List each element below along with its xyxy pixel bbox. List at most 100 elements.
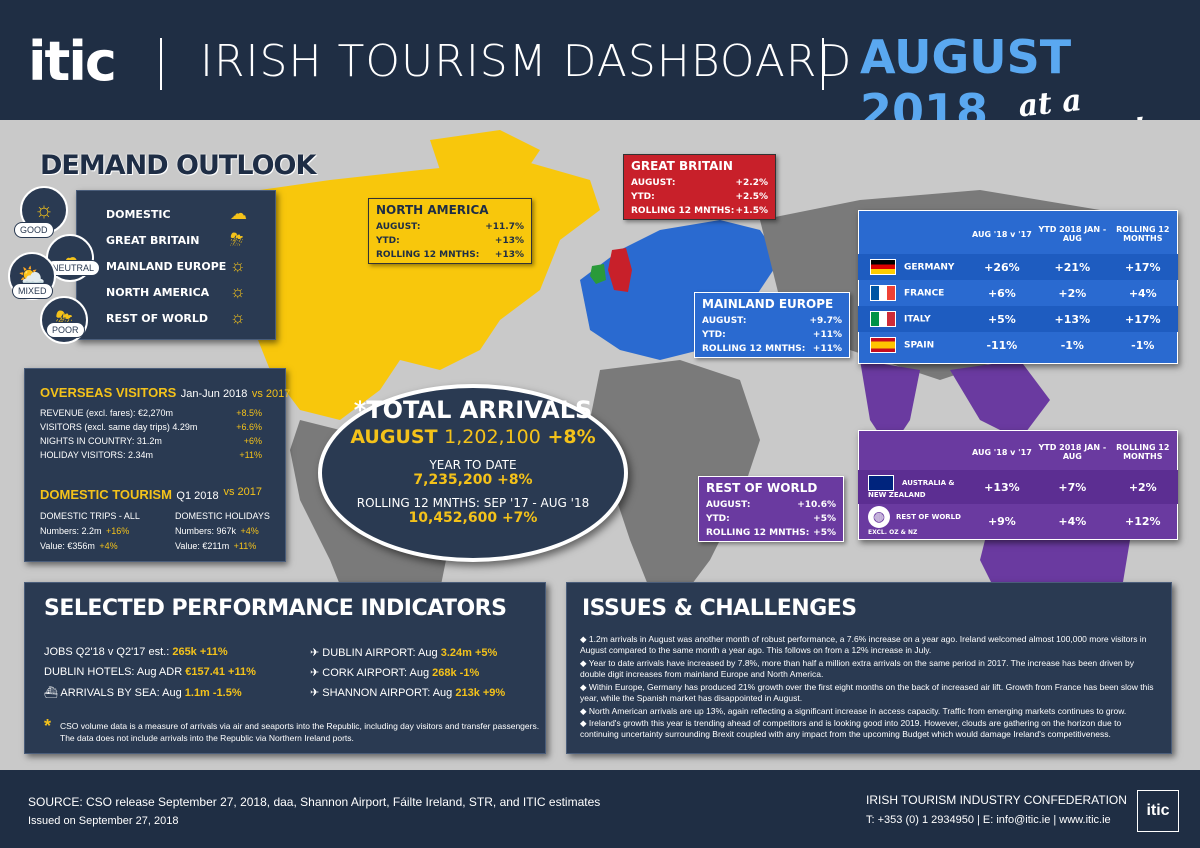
domestic-trips-value-pct: +4% (99, 541, 118, 551)
na-aug-value: +11.7% (485, 222, 524, 232)
overseas-row-value: +6.6% (236, 422, 262, 432)
total-roll-label: ROLLING 12 MNTHS: SEP '17 - AUG '18 (356, 496, 590, 510)
eu-cell: +4% (1128, 286, 1157, 300)
overseas-vs: vs 2017 (251, 388, 291, 400)
na-roll-label: ROLLING 12 MNTHS: (376, 250, 480, 260)
spi-panel (24, 582, 546, 754)
domestic-trips-numbers-value: +16% (105, 526, 130, 536)
overseas-domestic-panel (24, 368, 286, 562)
great-britain-shape (608, 248, 632, 292)
spi-sea-value: 1.1m -1.5% (184, 687, 242, 699)
legend-good: GOOD (14, 222, 54, 238)
spi-note: CSO volume data is a measure of arrivals… (60, 720, 540, 744)
gb-ytd-value: +2.5% (735, 192, 768, 202)
domestic-holidays: DOMESTIC HOLIDAYS Numbers: 967k +4% Valu… (175, 510, 275, 553)
demand-outlook-title: DEMAND OUTLOOK (40, 150, 316, 181)
rest-of-world-box: REST OF WORLD AUGUST: +10.6% YTD: +5% ROLL… (698, 476, 844, 542)
overseas-row: NIGHTS IN COUNTRY: 31.2m (40, 436, 162, 446)
north-america-title: NORTH AMERICA (376, 203, 489, 217)
spi-cork-label: CORK AIRPORT: Aug (322, 667, 430, 679)
gb-roll-value: +1.5% (735, 206, 768, 216)
total-arrivals-ellipse: *TOTAL ARRIVALS AUGUST 1,202,100 +8% YEA… (318, 384, 628, 562)
header-separator (822, 38, 824, 90)
spi-note-line1: CSO volume data is a measure of arrivals… (60, 721, 540, 731)
legend-poor: POOR (46, 322, 85, 338)
spi-cork: ✈ CORK AIRPORT: Aug 268k -1% (310, 666, 479, 679)
asterisk-icon: * (44, 716, 52, 736)
itic-logo: itic (28, 30, 117, 93)
row-table: AUG '18 v '17 YTD 2018 JAN - AUG ROLLING… (858, 434, 1178, 538)
issues-item: ◆ North American arrivals are up 13%, ag… (580, 706, 1127, 716)
issues-item: ◆ Within Europe, Germany has produced 21… (580, 682, 1154, 703)
domestic-holidays-numbers-value: +4% (240, 526, 259, 536)
row-cell: +13% (984, 480, 1020, 494)
sun-icon: ☼ (230, 282, 246, 301)
overseas-title: OVERSEAS VISITORS (40, 385, 177, 400)
east-asia-shape (950, 360, 1050, 440)
row-cell: +4% (1058, 514, 1087, 528)
great-britain-title: GREAT BRITAIN (631, 159, 733, 173)
header: itic IRISH TOURISM DASHBOARD AUGUST 2018… (0, 0, 1200, 159)
eu-ytd-value: +11% (812, 330, 842, 340)
issues-item: ◆ Ireland's growth this year is trending… (580, 718, 1122, 739)
na-aug-label: AUGUST: (376, 222, 421, 232)
row-cell: +12% (1125, 514, 1161, 528)
spi-dublin-label: DUBLIN AIRPORT: Aug (322, 647, 438, 659)
footer-source: SOURCE: CSO release September 27, 2018, … (28, 795, 601, 809)
eu-header-roll: ROLLING 12 MONTHS (1116, 225, 1170, 243)
eu-cell: -1% (1131, 338, 1155, 352)
overseas-row-value: +11% (239, 450, 262, 460)
eu-cell: +17% (1125, 260, 1161, 274)
domestic-trips: DOMESTIC TRIPS - ALL Numbers: 2.2m +16% … (40, 510, 160, 553)
mainland-europe-box: MAINLAND EUROPE AUGUST: +9.7% YTD: +11% RO… (694, 292, 850, 358)
row-ytd-label: YTD: (706, 514, 730, 524)
issues-item: ◆ 1.2m arrivals in August was another mo… (580, 634, 1147, 655)
ship-icon: ⛴ (44, 687, 61, 699)
total-ytd-label: YEAR TO DATE (429, 458, 517, 472)
eu-header-aug: AUG '18 v '17 (972, 229, 1032, 239)
spi-hotels-value: €157.41 +11% (185, 666, 256, 678)
row-cell: +7% (1058, 480, 1087, 494)
page-title: IRISH TOURISM DASHBOARD (200, 36, 853, 87)
row-country: AUSTRALIA & NEW ZEALAND (868, 479, 955, 499)
row-ytd-value: +5% (813, 514, 836, 524)
rest-of-world-title: REST OF WORLD (706, 481, 818, 495)
row-table-panel (858, 430, 1178, 540)
overseas-row-value: +6% (243, 436, 262, 446)
row-header-aug: AUG '18 v '17 (972, 447, 1032, 457)
gb-aug-label: AUGUST: (631, 178, 676, 188)
total-aug-pct: +8% (547, 426, 596, 448)
domestic-trips-numbers: Numbers: 2.2m (40, 526, 102, 536)
domestic-header: DOMESTIC TOURISM Q1 2018 vs 2017 (40, 486, 262, 504)
issues-item: ◆ Year to date arrivals have increased b… (580, 658, 1135, 679)
domestic-trips-value: Value: €356m (40, 541, 95, 551)
overseas-row: HOLIDAY VISITORS: 2.34m (40, 450, 154, 460)
spi-hotels: DUBLIN HOTELS: Aug ADR €157.41 +11% (44, 666, 256, 678)
eu-cell: +26% (984, 260, 1020, 274)
eu-cell: -11% (986, 338, 1018, 352)
eu-ytd-label: YTD: (702, 330, 726, 340)
domestic-holidays-value: Value: €211m (175, 541, 230, 551)
germany-flag-icon (870, 259, 896, 275)
spi-jobs-label: JOBS Q2'18 v Q2'17 est.: (44, 646, 170, 658)
row-country-sub: EXCL. OZ & NZ (868, 529, 918, 536)
europe-table: AUG '18 v '17 YTD 2018 JAN - AUG ROLLING… (858, 214, 1178, 358)
sun-icon: ☼ (230, 308, 246, 327)
footer-org: IRISH TOURISM INDUSTRY CONFEDERATION (866, 793, 1127, 807)
domestic-holidays-title: DOMESTIC HOLIDAYS (175, 511, 270, 521)
overseas-row: REVENUE (excl. fares): €2,270m (40, 408, 174, 418)
spi-sea-label: ARRIVALS BY SEA: Aug (60, 687, 182, 699)
row-roll-value: +5% (813, 528, 836, 538)
spi-jobs-value: 265k +11% (172, 646, 228, 658)
spi-title: SELECTED PERFORMANCE INDICATORS (44, 596, 507, 621)
overseas-period: Jan-Jun 2018 (180, 388, 248, 400)
row-cell: +9% (987, 514, 1016, 528)
issues-item-text: Ireland's growth this year is trending a… (580, 718, 1122, 739)
europe-table-panel (858, 210, 1178, 364)
row-country: REST OF WORLD (896, 513, 961, 521)
eu-country: FRANCE (904, 288, 945, 299)
footer-issued: Issued on September 27, 2018 (28, 815, 179, 827)
issues-panel (566, 582, 1172, 754)
demand-mainland-europe: MAINLAND EUROPE (106, 260, 227, 273)
spi-note-line2: The data does not include arrivals into … (60, 733, 354, 743)
